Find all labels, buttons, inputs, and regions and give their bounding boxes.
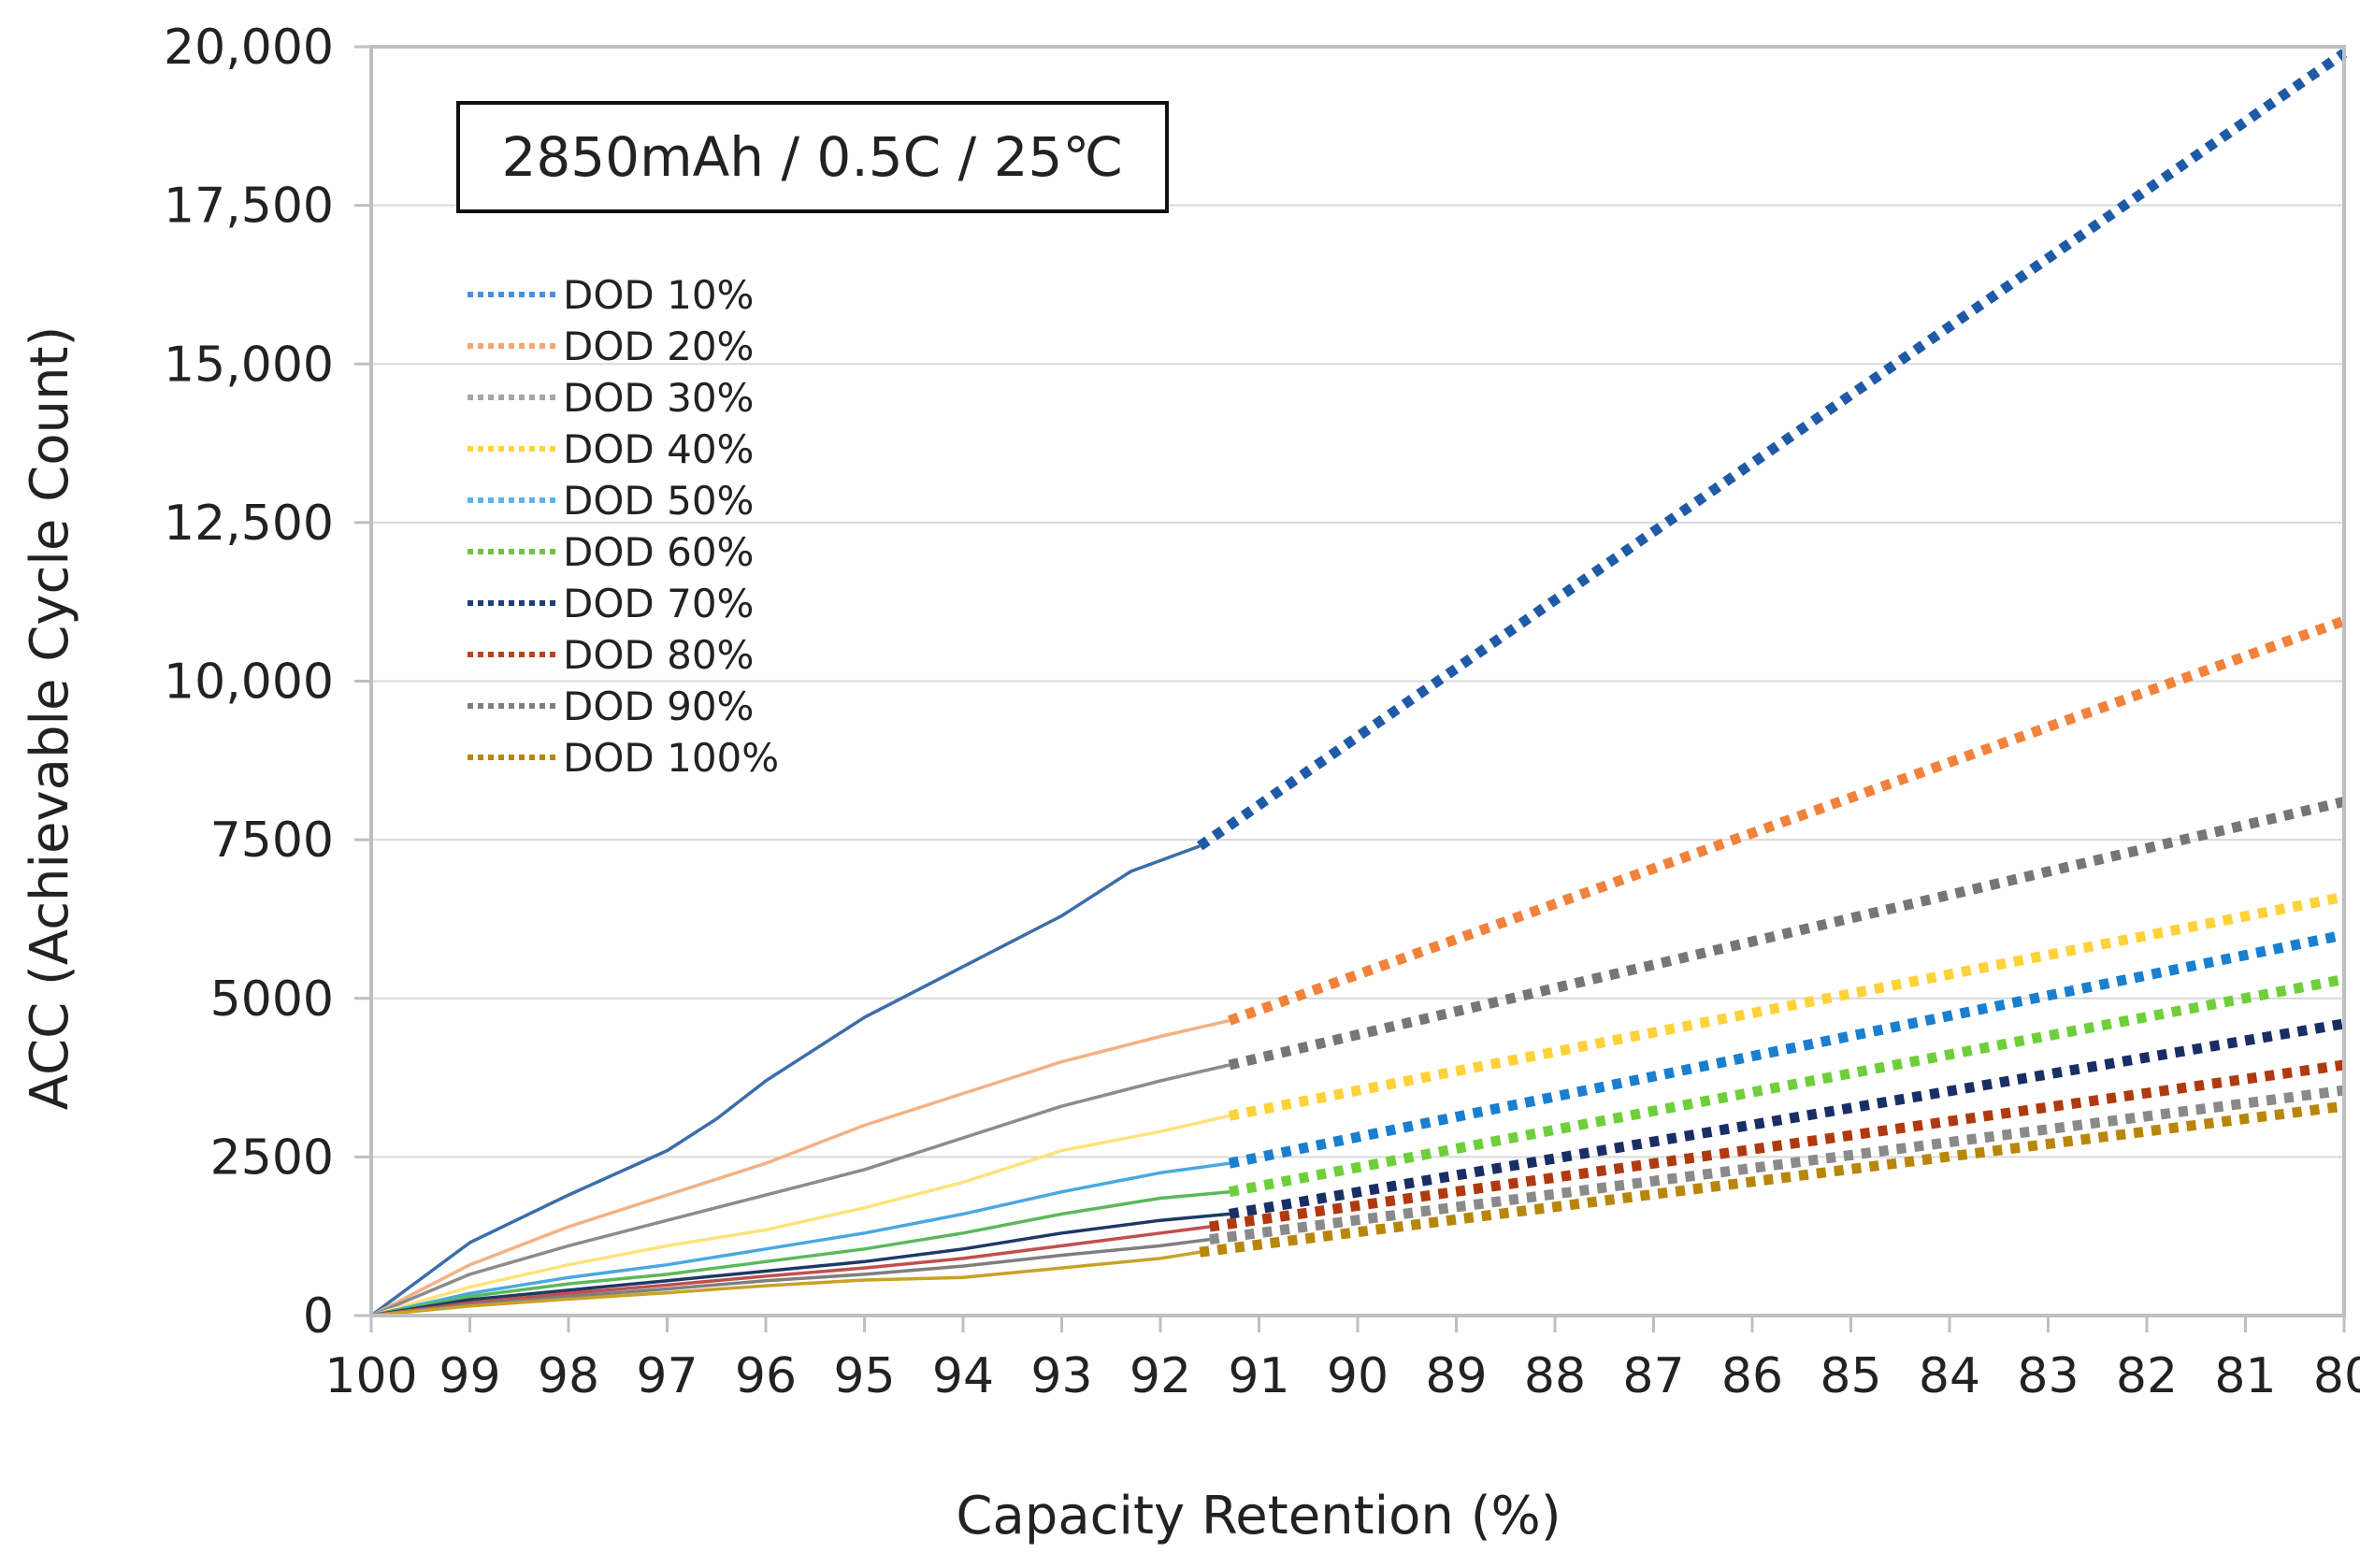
projection-line bbox=[1228, 615, 2346, 1026]
annotation-text: 2850mAh / 0.5C / 25℃ bbox=[501, 125, 1123, 189]
annotation-box: 2850mAh / 0.5C / 25℃ bbox=[456, 101, 1169, 213]
projection-line bbox=[1228, 1018, 2345, 1219]
y-tick-label: 15,000 bbox=[164, 337, 334, 393]
y-tick-label: 2500 bbox=[210, 1129, 334, 1186]
measured-line bbox=[370, 1212, 1230, 1317]
x-axis-ticks: 100 99 98 97 96 95 94 93 92 91 90 89 88 87 86 85 84 83 82 8… bbox=[324, 1316, 2360, 1404]
measured-line bbox=[370, 1237, 1211, 1317]
projection-line bbox=[1199, 1100, 2345, 1258]
legend-label: DOD 70% bbox=[563, 581, 754, 626]
x-tick-label: 84 bbox=[1919, 1348, 1980, 1404]
measured-line bbox=[370, 1114, 1230, 1317]
x-tick-label: 95 bbox=[833, 1348, 895, 1404]
x-axis-title: Capacity Retention (%) bbox=[956, 1486, 1561, 1546]
x-tick-label: 93 bbox=[1030, 1348, 1092, 1404]
x-tick-label: 97 bbox=[636, 1348, 698, 1404]
y-tick-label: 17,500 bbox=[164, 179, 334, 235]
measured-line bbox=[370, 1225, 1211, 1317]
projection-line bbox=[1228, 973, 2346, 1198]
x-tick-label: 89 bbox=[1425, 1348, 1487, 1404]
y-tick-label: 0 bbox=[303, 1288, 334, 1345]
projection-line bbox=[1209, 1085, 2345, 1245]
legend-label: DOD 80% bbox=[563, 632, 754, 678]
legend-label: DOD 10% bbox=[563, 272, 754, 318]
x-tick-label: 92 bbox=[1130, 1348, 1191, 1404]
y-tick-label: 7500 bbox=[210, 813, 334, 869]
legend-label: DOD 100% bbox=[563, 735, 779, 781]
measured-line bbox=[370, 1250, 1201, 1317]
measured-line bbox=[370, 1063, 1230, 1317]
x-tick-label: 83 bbox=[2017, 1348, 2079, 1404]
x-tick-label: 81 bbox=[2214, 1348, 2276, 1404]
x-tick-label: 96 bbox=[735, 1348, 797, 1404]
legend-label: DOD 90% bbox=[563, 683, 754, 729]
x-tick-label: 82 bbox=[2116, 1348, 2178, 1404]
x-tick-label: 88 bbox=[1524, 1348, 1586, 1404]
y-axis-title: ACC (Achievable Cycle Count) bbox=[20, 326, 80, 1111]
legend-label: DOD 60% bbox=[563, 529, 754, 575]
x-tick-label: 87 bbox=[1622, 1348, 1684, 1404]
projection-line bbox=[1197, 49, 2348, 851]
x-tick-label: 86 bbox=[1721, 1348, 1783, 1404]
y-tick-label: 5000 bbox=[210, 971, 334, 1028]
measured-line bbox=[370, 1161, 1230, 1317]
projection-line bbox=[1228, 797, 2346, 1071]
x-tick-label: 85 bbox=[1820, 1348, 1881, 1404]
projection-line bbox=[1209, 1059, 2345, 1232]
y-tick-label: 10,000 bbox=[164, 655, 334, 711]
y-axis-ticks: 0 2500 5000 7500 10,000 12,500 15,000 17,500 20,… bbox=[164, 20, 371, 1345]
x-tick-label: 94 bbox=[932, 1348, 994, 1404]
legend-label: DOD 50% bbox=[563, 478, 754, 524]
x-tick-label: 90 bbox=[1327, 1348, 1389, 1404]
y-tick-label: 20,000 bbox=[164, 20, 334, 76]
legend: DOD 10% DOD 20% DOD 30% DOD 40% DOD 50% DOD 6… bbox=[468, 272, 779, 781]
y-tick-label: 12,500 bbox=[164, 496, 334, 552]
x-tick-label: 91 bbox=[1228, 1348, 1289, 1404]
projection-line bbox=[1228, 929, 2346, 1169]
annotation-frame bbox=[456, 101, 1169, 213]
series-group bbox=[369, 49, 2348, 1317]
x-tick-label: 99 bbox=[439, 1348, 500, 1404]
legend-label: DOD 30% bbox=[563, 375, 754, 421]
x-tick-label: 80 bbox=[2313, 1348, 2360, 1404]
legend-label: DOD 20% bbox=[563, 324, 754, 369]
legend-label: DOD 40% bbox=[563, 426, 754, 472]
x-tick-label: 98 bbox=[538, 1348, 599, 1404]
measured-line bbox=[370, 1189, 1230, 1317]
measured-line bbox=[369, 844, 1201, 1317]
projection-line bbox=[1228, 891, 2346, 1121]
x-tick-label: 100 bbox=[324, 1348, 417, 1404]
measured-line bbox=[370, 1018, 1230, 1317]
